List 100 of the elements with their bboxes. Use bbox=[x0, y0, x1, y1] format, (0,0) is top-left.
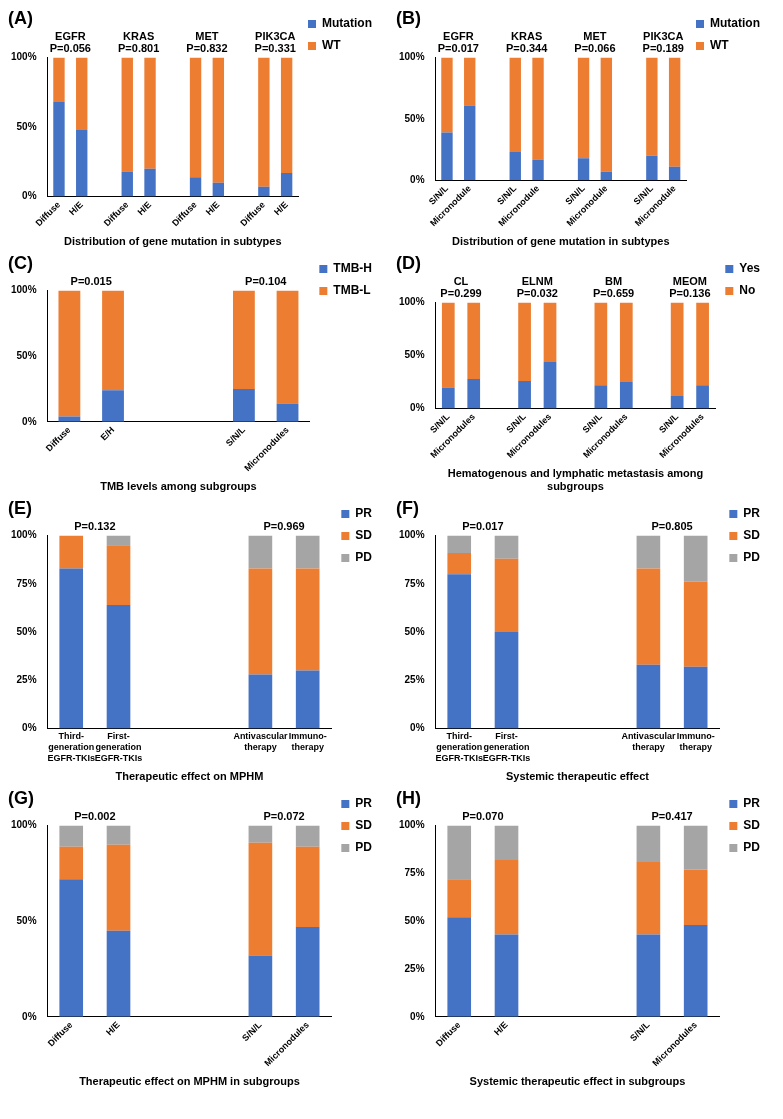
bar bbox=[447, 574, 472, 729]
bar bbox=[594, 302, 608, 386]
bar bbox=[600, 171, 613, 181]
text: P=0.015 bbox=[70, 275, 112, 288]
legend-label: TMB-L bbox=[333, 283, 371, 298]
bar bbox=[509, 152, 521, 181]
bar bbox=[189, 177, 202, 197]
bar bbox=[683, 925, 708, 1017]
bar bbox=[295, 535, 320, 569]
bar bbox=[106, 545, 131, 606]
legend-label: PD bbox=[743, 550, 761, 565]
bar bbox=[509, 57, 521, 153]
bar bbox=[441, 387, 455, 409]
y-tick-label: 0% bbox=[410, 402, 425, 414]
bar bbox=[441, 302, 455, 388]
y-tick-label: 100% bbox=[399, 529, 425, 541]
text: BM P=0.659 bbox=[592, 275, 635, 300]
text: P=0.969 bbox=[263, 520, 305, 533]
bar bbox=[636, 934, 661, 1017]
y-tick-label: 25% bbox=[404, 962, 425, 974]
x-tick-label: E/H bbox=[98, 424, 117, 443]
text: P=0.070 bbox=[462, 810, 504, 823]
y-tick-label: 0% bbox=[22, 190, 37, 202]
bar bbox=[670, 302, 684, 396]
bar bbox=[121, 57, 133, 172]
bar bbox=[619, 382, 633, 409]
bar bbox=[58, 290, 81, 417]
bar bbox=[447, 552, 472, 575]
bar bbox=[577, 158, 590, 181]
x-tick-label: H/E bbox=[492, 1019, 510, 1038]
bar bbox=[76, 129, 88, 197]
bar bbox=[670, 395, 684, 409]
bar bbox=[636, 568, 661, 665]
bar bbox=[276, 403, 299, 422]
y-tick-label: 0% bbox=[410, 174, 425, 186]
bar bbox=[276, 290, 299, 404]
chart-title: (D) bbox=[396, 252, 421, 273]
bar bbox=[106, 825, 131, 845]
bar bbox=[189, 57, 202, 178]
bar bbox=[295, 670, 320, 729]
x-tick-label: H/E bbox=[272, 199, 290, 218]
legend-label: TMB-H bbox=[333, 261, 372, 276]
y-tick-label: 50% bbox=[404, 349, 425, 361]
x-tick-label: H/E bbox=[67, 199, 85, 218]
y-tick-label: 75% bbox=[16, 577, 37, 589]
y-tick-label: 100% bbox=[11, 529, 37, 541]
bar bbox=[212, 182, 225, 197]
bar bbox=[467, 302, 481, 379]
legend-label: WT bbox=[322, 38, 342, 53]
legend-label: PR bbox=[743, 506, 761, 521]
bar bbox=[144, 57, 156, 169]
bar bbox=[532, 159, 544, 181]
text: P=0.132 bbox=[74, 520, 116, 533]
bar bbox=[248, 535, 273, 569]
bar bbox=[668, 166, 681, 181]
text: KRAS P=0.344 bbox=[506, 30, 549, 55]
x-tick-label: Third-generation EGFR-TKIs bbox=[47, 731, 95, 763]
legend-label: PD bbox=[743, 840, 761, 855]
legend-label: PR bbox=[355, 796, 373, 811]
legend-label: PR bbox=[355, 506, 373, 521]
x-tick-label: H/E bbox=[135, 199, 154, 218]
y-tick-label: 25% bbox=[16, 673, 37, 685]
bar bbox=[543, 361, 557, 409]
chart-title: (F) bbox=[396, 497, 419, 518]
bar bbox=[494, 825, 519, 861]
bar bbox=[59, 879, 84, 1017]
text: EGFR P=0.017 bbox=[437, 30, 479, 55]
chart-title: (B) bbox=[396, 7, 421, 28]
x-axis-title: Systemic therapeutic effect in subgroups bbox=[469, 1075, 686, 1088]
bar bbox=[619, 302, 633, 383]
bar bbox=[76, 57, 88, 130]
y-tick-label: 50% bbox=[404, 625, 425, 637]
bar bbox=[696, 385, 709, 409]
x-tick-label: Antivascular therapy bbox=[621, 731, 676, 753]
bar bbox=[683, 825, 708, 870]
x-axis-title: Therapeutic effect on MPHM in subgroups bbox=[79, 1075, 300, 1088]
bar bbox=[683, 869, 708, 926]
bar bbox=[518, 381, 531, 409]
bar bbox=[696, 302, 709, 386]
bar bbox=[543, 302, 557, 362]
legend-label: Mutation bbox=[322, 16, 373, 31]
bar bbox=[494, 934, 519, 1017]
y-tick-label: 75% bbox=[404, 577, 425, 589]
y-tick-label: 50% bbox=[16, 914, 37, 926]
x-tick-label: Immuno-therapy bbox=[288, 731, 327, 753]
x-tick-label: H/E bbox=[104, 1019, 122, 1038]
bar bbox=[106, 605, 131, 729]
bar bbox=[600, 57, 613, 172]
bar bbox=[280, 172, 293, 197]
bar bbox=[248, 568, 273, 675]
bar bbox=[248, 825, 273, 843]
y-tick-label: 0% bbox=[22, 722, 37, 734]
bar bbox=[106, 844, 131, 931]
bar bbox=[248, 842, 273, 956]
legend-label: PD bbox=[355, 840, 373, 855]
text: ELNM P=0.032 bbox=[516, 275, 558, 300]
bar bbox=[646, 155, 658, 181]
text: MET P=0.066 bbox=[574, 30, 616, 55]
bar bbox=[494, 535, 519, 559]
y-tick-label: 100% bbox=[399, 296, 425, 308]
